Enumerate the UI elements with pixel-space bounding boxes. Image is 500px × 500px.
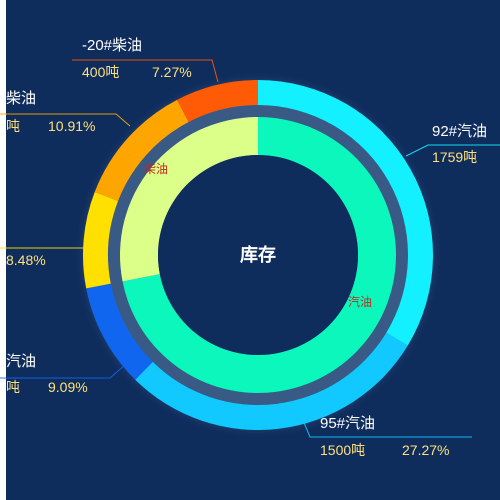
slice-name-4: 柴油 xyxy=(6,90,36,107)
leader-line-5 xyxy=(72,59,219,83)
slice-percent-5: 7.27% xyxy=(152,64,192,80)
slice-name-1: 95#汽油 xyxy=(320,415,375,432)
slice-percent-4: 10.91% xyxy=(48,118,95,134)
inner-slice-1 xyxy=(120,117,258,282)
outer-slice-2 xyxy=(86,283,153,380)
slice-percent-3: 8.48% xyxy=(6,252,46,268)
slice-value-1: 1500吨 xyxy=(320,442,365,458)
outer-slice-5 xyxy=(177,80,258,123)
leader-lines xyxy=(0,59,500,438)
slice-name-5: -20#柴油 xyxy=(82,37,142,54)
center-title: 库存 xyxy=(240,244,276,265)
inner-ring xyxy=(120,117,397,394)
slice-percent-1: 27.27% xyxy=(402,442,449,458)
slice-percent-2: 9.09% xyxy=(48,379,88,395)
leader-line-4 xyxy=(0,113,131,127)
slice-name-2: 汽油 xyxy=(6,353,36,370)
leader-line-0 xyxy=(405,144,500,157)
outer-slice-3 xyxy=(83,191,119,289)
outer-slice-4 xyxy=(94,99,189,201)
inner-label-1: 柴油 xyxy=(144,162,168,176)
inner-label-0: 汽油 xyxy=(348,294,372,309)
slice-value-0: 1759吨 xyxy=(432,149,477,165)
outer-slice-1 xyxy=(135,332,408,430)
slice-name-0: 92#汽油 xyxy=(432,123,487,140)
slice-value-4: 吨 xyxy=(6,118,20,134)
leader-line-2 xyxy=(0,364,126,379)
outer-ring xyxy=(83,80,433,430)
donut-hole xyxy=(158,155,358,355)
slice-value-2: 吨 xyxy=(6,379,20,395)
slice-value-5: 400吨 xyxy=(82,64,119,80)
leader-line-1 xyxy=(301,417,472,438)
outer-slice-0 xyxy=(258,80,433,346)
